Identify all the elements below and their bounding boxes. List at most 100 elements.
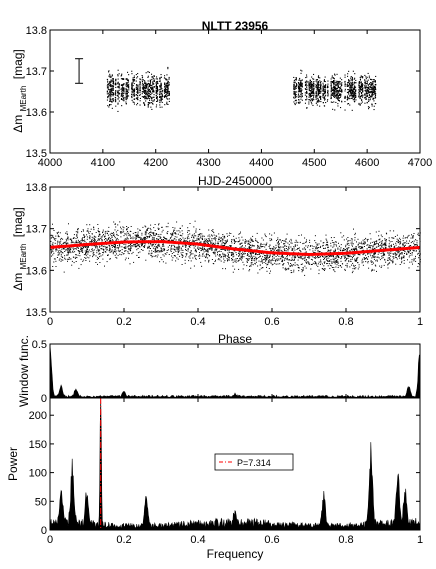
data-point (312, 98, 314, 100)
data-point (150, 106, 152, 108)
data-point (131, 93, 133, 95)
data-point (145, 85, 147, 87)
data-point (368, 77, 370, 79)
data-point (135, 235, 137, 237)
data-point (281, 255, 283, 257)
data-point (109, 73, 111, 75)
data-point (378, 230, 380, 232)
data-point (417, 232, 419, 234)
data-point (285, 257, 287, 259)
data-point (265, 260, 267, 262)
data-point (58, 250, 59, 252)
data-point (117, 78, 119, 80)
data-point (51, 249, 53, 251)
data-point (383, 247, 384, 249)
data-point (294, 99, 296, 101)
data-point (354, 100, 356, 102)
data-point (308, 263, 310, 265)
data-point (51, 252, 52, 254)
data-point (344, 97, 346, 99)
data-point (318, 92, 320, 94)
data-point (392, 259, 394, 261)
data-point (257, 265, 259, 267)
data-point (68, 257, 70, 258)
data-point (312, 78, 314, 80)
data-point (134, 244, 136, 246)
data-point (264, 257, 266, 259)
data-point (120, 87, 122, 89)
data-point (195, 230, 197, 232)
data-point (167, 92, 169, 94)
data-point (312, 87, 314, 89)
data-point (262, 262, 263, 264)
data-point (89, 255, 91, 257)
data-point (117, 245, 119, 247)
data-point (128, 74, 130, 76)
data-point (395, 257, 397, 259)
data-point (67, 236, 69, 238)
data-point (171, 232, 173, 234)
data-point (333, 85, 335, 87)
data-point (158, 229, 160, 230)
data-point (208, 255, 210, 257)
data-point (317, 86, 319, 88)
data-point (167, 85, 169, 87)
data-point (125, 99, 127, 101)
data-point (322, 245, 324, 247)
data-point (125, 97, 127, 99)
data-point (315, 91, 317, 93)
data-point (269, 248, 271, 249)
data-point (144, 104, 146, 106)
data-point (134, 95, 136, 97)
data-point (373, 79, 375, 81)
data-point (93, 252, 95, 254)
data-point (363, 241, 365, 243)
data-point (199, 247, 201, 249)
data-point (311, 88, 313, 90)
data-point (109, 82, 111, 84)
data-point (136, 244, 138, 246)
data-point (196, 237, 198, 239)
data-point (308, 262, 310, 264)
data-point (393, 256, 395, 258)
data-point (353, 228, 354, 230)
data-point (358, 246, 360, 248)
data-point (167, 84, 169, 86)
data-point (387, 263, 389, 265)
data-point (196, 239, 198, 241)
data-point (291, 242, 293, 244)
data-point (166, 233, 168, 235)
data-point (399, 257, 401, 259)
data-point (122, 96, 124, 98)
data-point (117, 74, 119, 76)
data-point (231, 255, 233, 256)
data-point (322, 256, 323, 257)
data-point (149, 232, 151, 234)
data-point (162, 254, 164, 256)
data-point (301, 85, 303, 87)
data-point (363, 258, 365, 260)
data-point (181, 254, 183, 256)
data-point (194, 254, 196, 256)
data-point (86, 234, 88, 236)
data-point (198, 255, 200, 257)
data-point (211, 230, 213, 232)
data-point (291, 249, 293, 251)
data-point (344, 268, 346, 270)
data-point (284, 259, 286, 261)
data-point (146, 91, 148, 93)
data-point (96, 246, 98, 248)
data-point (234, 240, 236, 242)
data-point (350, 84, 352, 86)
data-point (276, 258, 278, 260)
data-point (208, 240, 210, 242)
data-point (149, 98, 151, 100)
data-point (74, 251, 76, 253)
data-point (308, 84, 310, 86)
data-point (340, 244, 342, 246)
data-point (309, 93, 311, 95)
data-point (133, 244, 135, 246)
data-point (185, 249, 187, 250)
data-point (164, 83, 166, 85)
data-point (218, 250, 220, 252)
